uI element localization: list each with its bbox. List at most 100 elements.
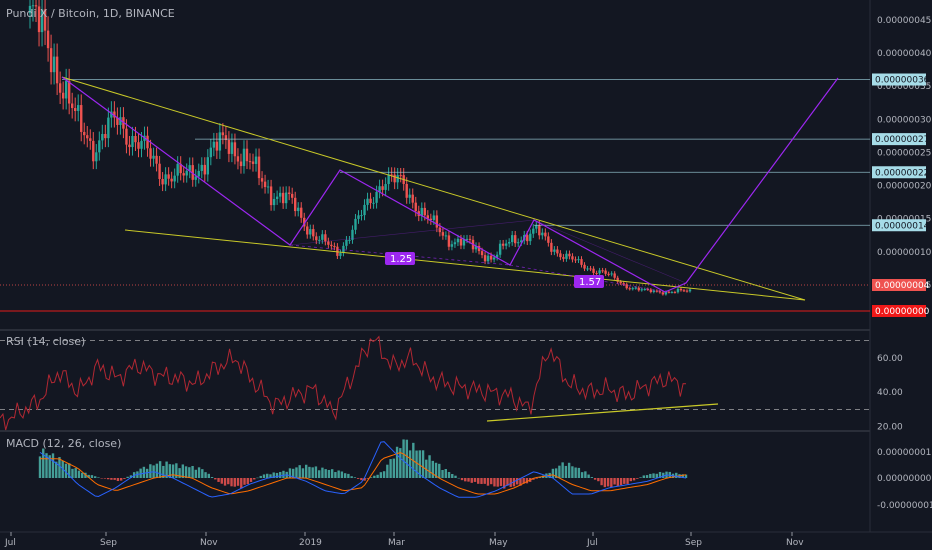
ratio-badge[interactable] bbox=[574, 275, 604, 288]
macd-histogram-bar bbox=[314, 466, 318, 478]
candle-body bbox=[303, 217, 306, 227]
macd-histogram-bar bbox=[227, 478, 230, 485]
candle-body bbox=[378, 186, 381, 192]
candle-body bbox=[200, 164, 203, 171]
macd-histogram-bar bbox=[483, 478, 486, 484]
macd-histogram-bar bbox=[110, 478, 113, 480]
macd-histogram-bar bbox=[580, 472, 584, 478]
candle-body bbox=[227, 140, 231, 154]
candle-body bbox=[580, 259, 583, 265]
candle-body bbox=[173, 175, 176, 182]
macd-histogram-bar bbox=[275, 472, 279, 478]
macd-histogram-bar bbox=[360, 478, 363, 481]
macd-histogram-bar bbox=[123, 478, 126, 479]
candle-body bbox=[538, 225, 541, 236]
macd-histogram-bar bbox=[431, 460, 434, 478]
macd-histogram-bar bbox=[434, 462, 438, 478]
price-axis[interactable]: 0.00000045 0.00000040 0.00000035 0.00000030… bbox=[872, 16, 932, 317]
candle-body bbox=[251, 161, 255, 164]
candle-body bbox=[167, 174, 170, 179]
candle-body bbox=[330, 244, 333, 247]
macd-histogram-bar bbox=[230, 478, 233, 487]
candle-body bbox=[366, 198, 369, 205]
macd-histogram-bar bbox=[515, 478, 519, 485]
candle-body bbox=[342, 245, 345, 254]
candle-body bbox=[405, 183, 408, 198]
macd-histogram-bar bbox=[451, 474, 454, 478]
macd-histogram-bar bbox=[645, 475, 649, 478]
drawings: 1.25 1.57 bbox=[0, 76, 870, 312]
price-level-badge[interactable] bbox=[872, 166, 926, 179]
price-level-badge[interactable] bbox=[872, 133, 926, 146]
macd-histogram-bar bbox=[113, 478, 116, 480]
candle-body bbox=[408, 194, 411, 198]
candle-body bbox=[553, 249, 556, 252]
macd-histogram-bar bbox=[139, 468, 142, 478]
candle-body bbox=[152, 155, 155, 159]
price-level-badge[interactable] bbox=[872, 219, 926, 232]
candle-body bbox=[399, 175, 402, 177]
candle-body bbox=[562, 257, 565, 259]
candle-body bbox=[40, 9, 44, 33]
candle-body bbox=[375, 191, 378, 203]
candle-body bbox=[583, 264, 586, 269]
candle-body bbox=[89, 138, 92, 141]
macd-histogram-bar bbox=[408, 450, 412, 478]
candle-body bbox=[61, 92, 65, 99]
macd-histogram-bar bbox=[535, 478, 538, 479]
macd-histogram-bar bbox=[253, 478, 256, 480]
candle-body bbox=[351, 229, 354, 240]
candle-body bbox=[257, 156, 261, 179]
candle-body bbox=[170, 178, 173, 182]
last-price-badge[interactable] bbox=[872, 279, 926, 291]
zero-price-badge[interactable] bbox=[872, 305, 926, 317]
candle-body bbox=[266, 186, 270, 188]
macd-pane: 0.00000001 0.00000000 -0.00000001 bbox=[38, 439, 932, 511]
pattern-guide-line bbox=[533, 219, 687, 284]
macd-histogram-bar bbox=[149, 464, 152, 478]
macd-histogram-bar bbox=[145, 468, 149, 478]
candle-body bbox=[203, 164, 206, 175]
candle-body bbox=[327, 241, 330, 245]
candle-body bbox=[215, 141, 219, 151]
zero-price-badge-label: 0.00000000 bbox=[875, 307, 930, 317]
candle-body bbox=[146, 135, 149, 149]
candle-body bbox=[628, 288, 631, 290]
macd-histogram-bar bbox=[236, 478, 240, 486]
price-tick-label: 0.00000035 bbox=[877, 82, 931, 92]
macd-histogram-bar bbox=[652, 473, 655, 478]
macd-histogram-bar bbox=[558, 465, 561, 478]
candle-body bbox=[218, 132, 222, 151]
candle-body bbox=[435, 215, 439, 228]
candle-body bbox=[336, 246, 339, 256]
time-axis[interactable]: Jul Sep Nov 2019 Mar May Jul Sep Nov bbox=[4, 532, 804, 548]
ratio-badge[interactable] bbox=[385, 252, 415, 265]
macd-histogram-bar bbox=[418, 450, 422, 478]
candle-body bbox=[245, 148, 249, 162]
candle-body bbox=[426, 215, 430, 219]
candle-body bbox=[429, 218, 433, 220]
macd-histogram-bar bbox=[256, 477, 259, 479]
candle-body bbox=[34, 5, 38, 7]
macd-histogram-bar bbox=[175, 463, 178, 478]
candle-body bbox=[601, 270, 604, 272]
candle-body bbox=[517, 242, 520, 244]
price-level-badge[interactable] bbox=[872, 73, 926, 86]
macd-histogram-bar bbox=[243, 478, 246, 485]
macd-histogram-bar bbox=[613, 478, 616, 485]
macd-histogram-bar bbox=[480, 478, 483, 484]
macd-histogram-bar bbox=[402, 439, 405, 478]
macd-histogram-bar bbox=[304, 464, 308, 478]
candle-body bbox=[483, 255, 487, 262]
price-level-badge-label: 0.00000014 bbox=[875, 221, 930, 231]
macd-histogram-bar bbox=[119, 478, 123, 481]
candle-body bbox=[574, 259, 577, 261]
macd-histogram-bar bbox=[382, 471, 386, 478]
macd-histogram-bar bbox=[327, 469, 331, 478]
candle-body bbox=[441, 232, 445, 236]
candle-body bbox=[610, 273, 613, 275]
candle-body bbox=[354, 218, 357, 230]
candle-body bbox=[646, 289, 650, 291]
macd-histogram-bar bbox=[658, 471, 662, 478]
